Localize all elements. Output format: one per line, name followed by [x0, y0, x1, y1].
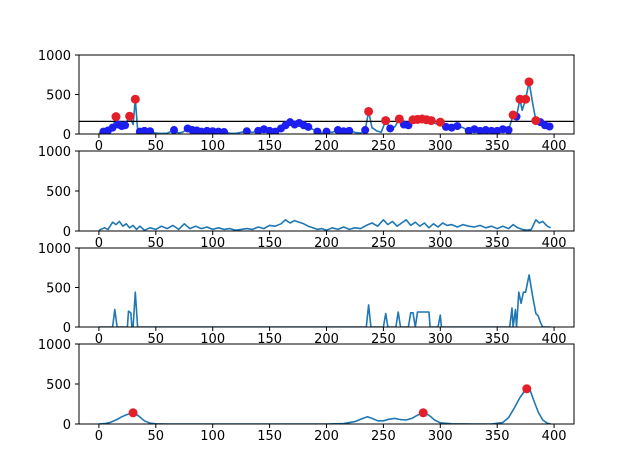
- series-line: [98, 81, 550, 134]
- y-tick-label: 0: [63, 418, 71, 433]
- data-point-marker: [304, 122, 313, 131]
- x-tick-label: 0: [95, 236, 103, 251]
- y-tick-label: 0: [63, 225, 71, 240]
- y-tick-label: 500: [46, 282, 71, 297]
- data-point-marker: [170, 126, 179, 134]
- peak-marker: [522, 384, 532, 394]
- data-point-marker: [322, 127, 331, 134]
- y-tick-label: 1000: [38, 338, 71, 353]
- series-line: [98, 274, 551, 327]
- peak-marker: [435, 117, 445, 127]
- x-tick-label: 200: [314, 332, 339, 347]
- peak-marker: [521, 94, 531, 104]
- plot-area: [98, 274, 551, 327]
- x-tick-label: 350: [485, 429, 510, 444]
- x-tick-label: 100: [200, 429, 225, 444]
- series-line: [98, 219, 552, 231]
- data-point-marker: [386, 124, 395, 133]
- x-tick-label: 300: [428, 236, 453, 251]
- data-point-marker: [361, 126, 370, 134]
- subplot-2: 0 50 100 150 200 250 300 350 400 0 500 1000: [38, 145, 575, 251]
- peak-marker: [426, 116, 436, 126]
- x-tick-label: 200: [314, 139, 339, 154]
- x-tick-label: 400: [542, 332, 567, 347]
- x-tick-label: 150: [257, 332, 282, 347]
- x-tick-label: 250: [371, 429, 396, 444]
- axes-frame: [78, 343, 575, 425]
- x-tick-label: 350: [485, 332, 510, 347]
- x-tick-label: 50: [148, 429, 165, 444]
- axes-frame: [78, 54, 575, 135]
- axes-frame: [78, 247, 575, 328]
- x-tick-label: 200: [314, 429, 339, 444]
- peak-marker: [364, 106, 374, 116]
- data-point-marker: [146, 127, 155, 134]
- subplot-3: 0 50 100 150 200 250 300 350 400 0 500 1000: [38, 242, 575, 347]
- x-tick-label: 400: [542, 139, 567, 154]
- x-tick-label: 0: [95, 139, 103, 154]
- subplot-4: 0 50 100 150 200 250 300 350 400 0 500 1000: [38, 338, 575, 444]
- plot-area: [98, 219, 552, 231]
- x-tick-label: 50: [148, 236, 165, 251]
- plot-area: [98, 384, 551, 424]
- x-tick-label: 350: [485, 139, 510, 154]
- data-point-marker: [242, 127, 251, 134]
- data-point-marker: [453, 122, 462, 131]
- x-tick-label: 250: [371, 332, 396, 347]
- y-tick-label: 500: [46, 378, 71, 393]
- peak-marker: [531, 116, 541, 126]
- peak-marker: [418, 408, 428, 418]
- peak-marker: [128, 408, 138, 418]
- data-point-marker: [220, 128, 229, 134]
- peak-marker: [394, 114, 404, 124]
- peak-marker: [508, 110, 518, 120]
- data-point-marker: [545, 122, 554, 131]
- x-tick-label: 400: [542, 236, 567, 251]
- x-tick-label: 200: [314, 236, 339, 251]
- y-tick-label: 0: [63, 321, 71, 336]
- x-tick-label: 50: [148, 332, 165, 347]
- y-tick-label: 1000: [38, 49, 71, 64]
- x-tick-label: 300: [428, 332, 453, 347]
- data-point-marker: [313, 127, 322, 134]
- x-tick-label: 0: [95, 332, 103, 347]
- x-tick-label: 150: [257, 139, 282, 154]
- peak-marker: [111, 112, 121, 122]
- x-tick-label: 350: [485, 236, 510, 251]
- y-tick-label: 0: [63, 128, 71, 143]
- x-tick-label: 100: [200, 332, 225, 347]
- subplot-1: 0 50 100 150 200 250 300 350 400 0 500 1000: [38, 49, 575, 154]
- x-tick-label: 300: [428, 139, 453, 154]
- peak-marker: [381, 116, 391, 126]
- x-tick-label: 150: [257, 236, 282, 251]
- x-tick-label: 50: [148, 139, 165, 154]
- data-point-marker: [121, 121, 130, 130]
- x-tick-label: 0: [95, 429, 103, 444]
- y-tick-label: 1000: [38, 242, 71, 257]
- plot-area: [79, 77, 574, 134]
- peak-marker: [125, 111, 135, 121]
- x-tick-label: 150: [257, 429, 282, 444]
- y-tick-label: 500: [46, 185, 71, 200]
- y-tick-label: 1000: [38, 145, 71, 160]
- data-point-marker: [504, 126, 513, 134]
- x-tick-label: 300: [428, 429, 453, 444]
- x-tick-label: 100: [200, 139, 225, 154]
- peak-marker: [524, 77, 534, 87]
- data-point-marker: [345, 126, 354, 134]
- series-line: [98, 388, 551, 424]
- y-tick-label: 500: [46, 89, 71, 104]
- x-tick-label: 250: [371, 236, 396, 251]
- x-tick-label: 100: [200, 236, 225, 251]
- peak-marker: [130, 94, 140, 104]
- x-tick-label: 400: [542, 429, 567, 444]
- axes-frame: [78, 150, 575, 232]
- x-tick-label: 250: [371, 139, 396, 154]
- data-point-marker: [197, 127, 206, 134]
